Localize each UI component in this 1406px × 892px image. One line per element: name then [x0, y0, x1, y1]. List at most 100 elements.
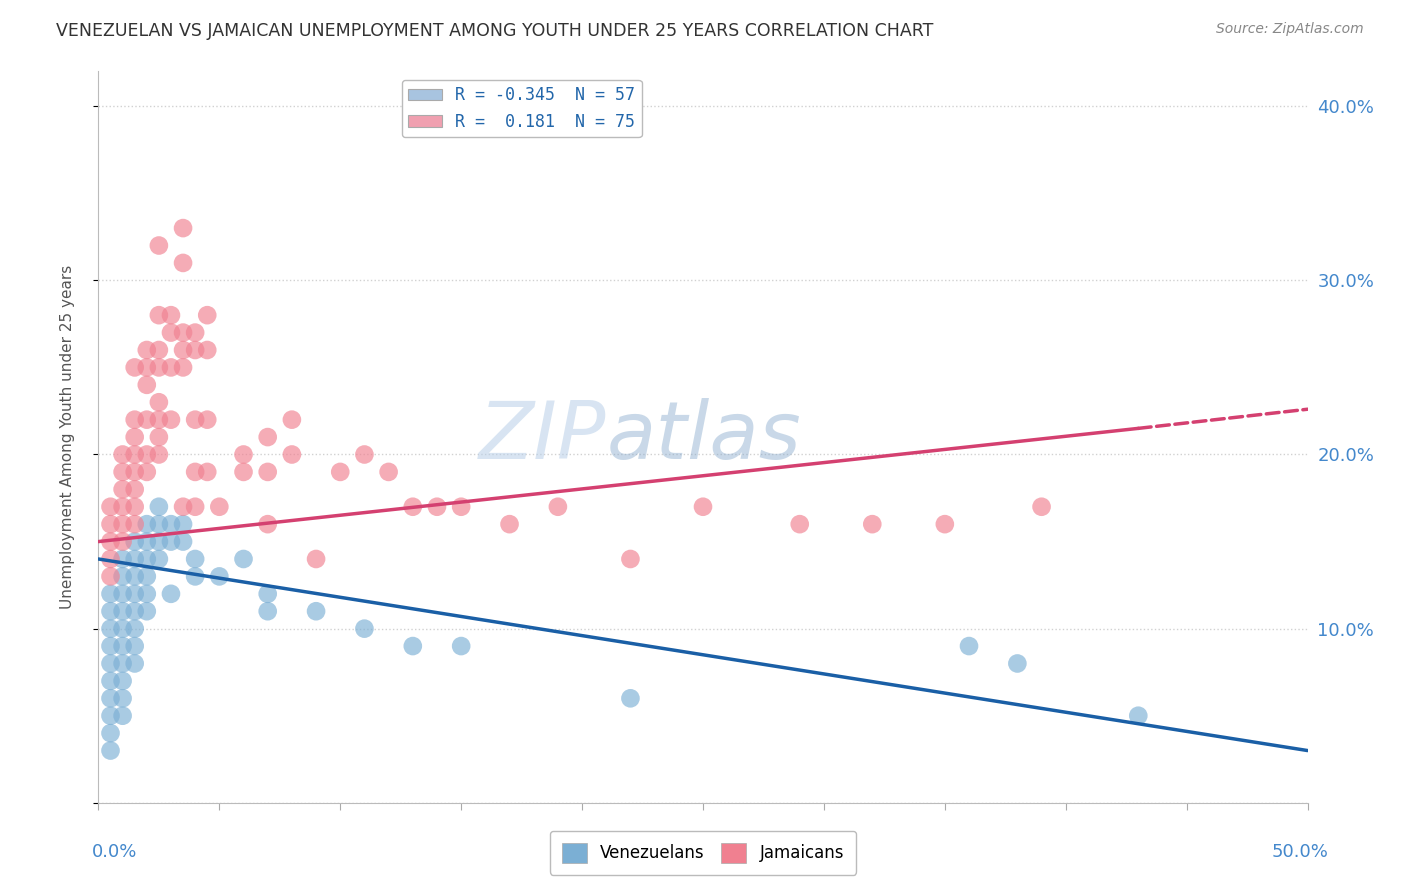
- Point: [111, 552, 134, 566]
- Point: [256, 465, 278, 479]
- Point: [172, 221, 194, 235]
- Point: [232, 465, 254, 479]
- Point: [111, 708, 134, 723]
- Point: [100, 552, 122, 566]
- Point: [135, 534, 157, 549]
- Point: [100, 500, 122, 514]
- Point: [184, 552, 207, 566]
- Point: [195, 343, 218, 357]
- Point: [172, 343, 194, 357]
- Point: [148, 517, 170, 532]
- Point: [135, 377, 157, 392]
- Point: [124, 448, 146, 462]
- Point: [450, 500, 472, 514]
- Point: [100, 534, 122, 549]
- Point: [402, 500, 425, 514]
- Point: [148, 448, 170, 462]
- Point: [135, 465, 157, 479]
- Point: [195, 412, 218, 426]
- Point: [160, 517, 183, 532]
- Point: [184, 465, 207, 479]
- Text: Source: ZipAtlas.com: Source: ZipAtlas.com: [1216, 22, 1364, 37]
- Point: [135, 448, 157, 462]
- Point: [172, 326, 194, 340]
- Point: [124, 517, 146, 532]
- Text: atlas: atlas: [606, 398, 801, 476]
- Point: [232, 448, 254, 462]
- Point: [111, 622, 134, 636]
- Point: [789, 517, 811, 532]
- Point: [100, 691, 122, 706]
- Point: [100, 673, 122, 688]
- Point: [111, 587, 134, 601]
- Point: [111, 448, 134, 462]
- Point: [124, 639, 146, 653]
- Point: [184, 500, 207, 514]
- Point: [148, 395, 170, 409]
- Legend: Venezuelans, Jamaicans: Venezuelans, Jamaicans: [550, 831, 856, 875]
- Point: [111, 657, 134, 671]
- Point: [124, 483, 146, 497]
- Point: [100, 708, 122, 723]
- Point: [195, 465, 218, 479]
- Point: [111, 604, 134, 618]
- Point: [172, 500, 194, 514]
- Point: [100, 657, 122, 671]
- Point: [124, 587, 146, 601]
- Point: [148, 412, 170, 426]
- Point: [100, 726, 122, 740]
- Point: [305, 552, 328, 566]
- Point: [353, 622, 375, 636]
- Point: [111, 483, 134, 497]
- Point: [111, 534, 134, 549]
- Point: [148, 238, 170, 252]
- Point: [160, 534, 183, 549]
- Point: [148, 360, 170, 375]
- Point: [172, 360, 194, 375]
- Point: [256, 430, 278, 444]
- Point: [547, 500, 569, 514]
- Point: [100, 517, 122, 532]
- Text: ZIP: ZIP: [479, 398, 606, 476]
- Point: [160, 326, 183, 340]
- Point: [619, 691, 641, 706]
- Point: [256, 517, 278, 532]
- Point: [124, 534, 146, 549]
- Point: [184, 412, 207, 426]
- Point: [111, 500, 134, 514]
- Point: [498, 517, 520, 532]
- Point: [148, 343, 170, 357]
- Point: [1007, 657, 1029, 671]
- Point: [172, 517, 194, 532]
- Point: [124, 465, 146, 479]
- Point: [619, 552, 641, 566]
- Point: [111, 639, 134, 653]
- Point: [100, 587, 122, 601]
- Point: [692, 500, 714, 514]
- Point: [124, 552, 146, 566]
- Point: [124, 604, 146, 618]
- Point: [148, 534, 170, 549]
- Point: [160, 587, 183, 601]
- Point: [305, 604, 328, 618]
- Point: [124, 500, 146, 514]
- Point: [329, 465, 352, 479]
- Point: [426, 500, 449, 514]
- Point: [148, 500, 170, 514]
- Legend: R = -0.345  N = 57, R =  0.181  N = 75: R = -0.345 N = 57, R = 0.181 N = 75: [402, 79, 641, 137]
- Point: [111, 517, 134, 532]
- Point: [184, 569, 207, 583]
- Point: [232, 552, 254, 566]
- Point: [148, 552, 170, 566]
- Point: [111, 691, 134, 706]
- Point: [124, 622, 146, 636]
- Point: [934, 517, 956, 532]
- Point: [160, 360, 183, 375]
- Point: [100, 622, 122, 636]
- Y-axis label: Unemployment Among Youth under 25 years: Unemployment Among Youth under 25 years: [60, 265, 75, 609]
- Point: [148, 430, 170, 444]
- Point: [208, 569, 231, 583]
- Text: VENEZUELAN VS JAMAICAN UNEMPLOYMENT AMONG YOUTH UNDER 25 YEARS CORRELATION CHART: VENEZUELAN VS JAMAICAN UNEMPLOYMENT AMON…: [56, 22, 934, 40]
- Point: [860, 517, 883, 532]
- Point: [353, 448, 375, 462]
